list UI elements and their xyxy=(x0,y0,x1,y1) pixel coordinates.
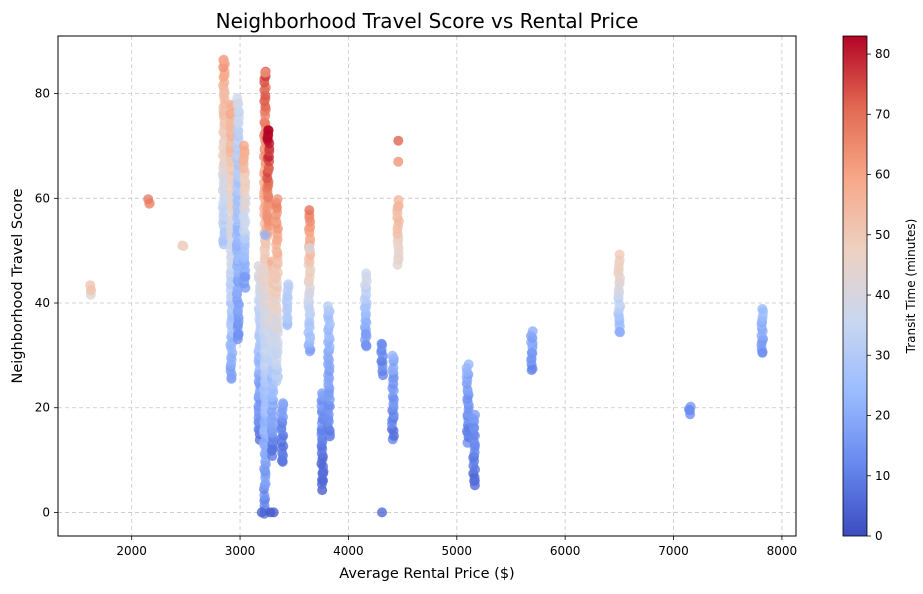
data-point xyxy=(268,507,279,518)
data-point xyxy=(317,468,328,479)
data-point xyxy=(393,135,404,146)
data-point xyxy=(239,271,250,282)
data-point xyxy=(361,268,372,279)
colorbar-tick-label: 60 xyxy=(875,168,890,182)
x-tick-label: 4000 xyxy=(333,544,364,558)
data-point xyxy=(260,67,270,78)
colorbar-label: Transit Time (minutes) xyxy=(904,219,918,355)
plot-frame xyxy=(57,35,797,537)
data-point xyxy=(278,398,288,409)
colorbar-tick-label: 70 xyxy=(875,107,890,121)
data-point xyxy=(323,301,333,312)
data-point xyxy=(469,476,480,486)
data-point xyxy=(232,93,243,104)
y-tick-label: 60 xyxy=(35,191,50,205)
colorbar-tick-label: 10 xyxy=(875,469,890,483)
data-point xyxy=(283,279,294,290)
chart-title: Neighborhood Travel Score vs Rental Pric… xyxy=(216,9,639,33)
colorbar-tick-label: 20 xyxy=(875,409,890,423)
data-point xyxy=(377,507,387,518)
colorbar-tick-label: 80 xyxy=(875,47,890,61)
data-point xyxy=(317,476,328,486)
data-point xyxy=(304,243,315,253)
data-point xyxy=(260,230,270,240)
data-point xyxy=(393,195,404,205)
data-point xyxy=(256,507,267,518)
data-point xyxy=(85,280,96,291)
data-point xyxy=(470,409,480,420)
x-tick-label: 2000 xyxy=(116,544,147,558)
x-tick-label: 7000 xyxy=(658,544,689,558)
data-points xyxy=(85,54,769,519)
x-axis-label: Average Rental Price ($) xyxy=(339,566,514,582)
y-axis-ticks: 0 20 40 60 80 xyxy=(35,87,58,519)
y-tick-label: 40 xyxy=(35,296,50,310)
data-point xyxy=(218,54,229,65)
data-point xyxy=(304,205,315,216)
colorbar-tick-label: 30 xyxy=(875,348,890,362)
data-point xyxy=(527,326,538,337)
data-point xyxy=(178,241,189,252)
colorbar-ticks: 0 10 20 30 40 50 60 70 80 xyxy=(867,47,890,543)
data-point xyxy=(376,338,387,349)
x-tick-label: 6000 xyxy=(550,544,581,558)
x-tick-label: 5000 xyxy=(442,544,473,558)
data-point xyxy=(239,140,249,151)
data-point xyxy=(272,194,283,205)
data-point xyxy=(463,359,474,370)
data-point xyxy=(232,329,243,340)
data-point xyxy=(614,326,625,337)
data-point xyxy=(757,347,768,358)
x-axis-ticks: 2000 3000 4000 5000 6000 7000 8000 xyxy=(116,536,797,558)
colorbar xyxy=(842,35,868,537)
data-point xyxy=(360,339,371,350)
x-tick-label: 3000 xyxy=(225,544,256,558)
y-tick-label: 80 xyxy=(35,87,50,101)
data-point xyxy=(263,130,274,141)
x-tick-label: 8000 xyxy=(767,544,798,558)
data-point xyxy=(393,156,404,167)
colorbar-tick-label: 0 xyxy=(875,529,883,543)
data-point xyxy=(226,373,237,384)
colorbar-tick-label: 40 xyxy=(875,288,890,302)
y-axis-label: Neighborhood Travel Score xyxy=(10,188,26,383)
data-point xyxy=(143,194,154,205)
data-point xyxy=(267,444,278,455)
data-point xyxy=(684,405,695,416)
y-tick-label: 0 xyxy=(42,505,50,519)
data-point xyxy=(387,350,398,361)
data-point xyxy=(614,249,625,260)
data-point xyxy=(360,329,371,340)
y-tick-label: 20 xyxy=(35,401,50,415)
data-point xyxy=(277,455,288,466)
grid-lines xyxy=(58,36,796,536)
data-point xyxy=(757,304,768,314)
colorbar-tick-label: 50 xyxy=(875,228,890,242)
